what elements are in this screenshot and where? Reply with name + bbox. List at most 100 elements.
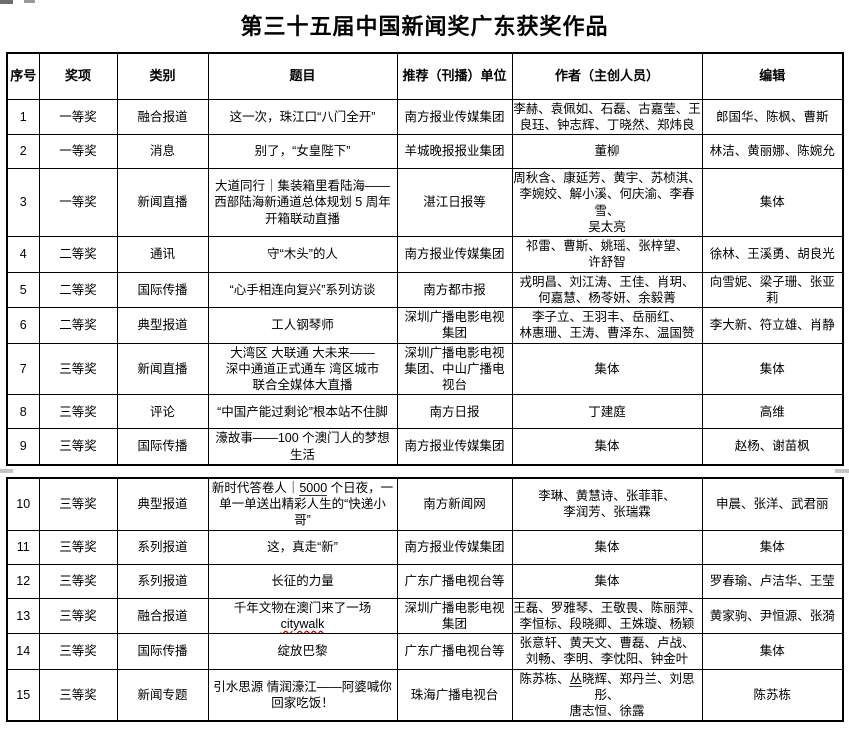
cell-category: 新闻直播 [116, 342, 209, 396]
cell-award: 三等奖 [38, 529, 118, 565]
table-row: 6 二等奖 典型报道 工人钢琴师 深圳广播电影电视 集团 李子立、王羽丰、岳丽红、 林惠珊… [6, 307, 844, 344]
cell-category: 系列报道 [116, 563, 209, 599]
cell-authors: 李琳、黄慧诗、张菲菲、 李润芳、张瑞霖 [511, 477, 703, 531]
cell-editors: 徐林、王溪勇、胡良光 [701, 236, 844, 273]
cell-award: 三等奖 [38, 633, 118, 670]
cell-category: 消息 [116, 134, 209, 169]
cell-award: 三等奖 [38, 394, 118, 430]
cell-title: “心手相连向复兴”系列访谈 [207, 271, 398, 308]
cell-editors: 集体 [701, 342, 844, 396]
page-break-mark-right [835, 468, 849, 473]
cell-editors: 黄家驹、尹恒源、张漪 [701, 597, 844, 634]
cell-title: 长征的力量 [207, 563, 398, 599]
page-break-mark-left [0, 468, 13, 473]
underline-marked-text: 5000 [299, 480, 328, 496]
cell-award: 三等奖 [38, 597, 118, 634]
cell-authors: 集体 [511, 342, 703, 396]
cell-authors: 王磊、罗雅琴、王敬畏、陈丽萍、 李恒标、段晓卿、王姝璇、杨颖 [511, 597, 703, 634]
cell-editors: 林洁、黄丽娜、陈婉允 [701, 134, 844, 169]
cell-title: 千年文物在澳门来了一场 citywalk [207, 597, 398, 634]
spell-marked-text: citywalk [280, 616, 325, 631]
cell-category: 融合报道 [116, 597, 209, 634]
header-cell-unit: 推荐（刊播）单位 [396, 52, 513, 100]
cell-editors: 集体 [701, 529, 844, 565]
cell-title: 工人钢琴师 [207, 307, 398, 344]
cell-award: 三等奖 [38, 668, 118, 722]
page-title: 第三十五届中国新闻奖广东获奖作品 [240, 14, 609, 39]
cell-title: 绽放巴黎 [207, 633, 398, 670]
cell-award: 一等奖 [38, 168, 118, 237]
cell-no: 7 [6, 342, 40, 396]
cell-unit: 珠海广播电视台 [396, 668, 513, 722]
cell-authors: 集体 [511, 529, 703, 565]
header-cell-no: 序号 [6, 52, 40, 100]
cell-no: 6 [6, 307, 40, 344]
cell-award: 二等奖 [38, 271, 118, 308]
cell-authors: 集体 [511, 428, 703, 466]
cell-category: 新闻专题 [116, 668, 209, 722]
header-cell-editors: 编辑 [701, 52, 844, 100]
header-cell-category: 类别 [116, 52, 209, 100]
cell-no: 5 [6, 271, 40, 308]
cell-award: 三等奖 [38, 477, 118, 531]
cell-authors: 董柳 [511, 134, 703, 169]
cell-editors: 向雪妮、梁子珊、张亚莉 [701, 271, 844, 308]
cell-category: 典型报道 [116, 477, 209, 531]
cell-category: 系列报道 [116, 529, 209, 565]
table-header: 序号 奖项 类别 题目 推荐（刊播）单位 作者（主创人员） 编辑 [6, 52, 844, 100]
cell-title: 守“木头”的人 [207, 236, 398, 273]
cell-title: “中国产能过剩论”根本站不住脚 [207, 394, 398, 430]
cell-unit: 广东广播电视台等 [396, 563, 513, 599]
cell-authors: 张意轩、黄天文、曹磊、卢战、 刘畅、李明、李忱阳、钟金叶 [511, 633, 703, 670]
cell-unit: 羊城晚报报业集团 [396, 134, 513, 169]
cell-title: 这，真走“新” [207, 529, 398, 565]
cell-authors: 祁雷、曹斯、姚瑶、张梓望、 许舒智 [511, 236, 703, 273]
table-row: 11 三等奖 系列报道 这，真走“新” 南方报业传媒集团 集体 集体 [6, 529, 844, 565]
cell-authors: 戎明昌、刘江涛、王佳、肖玥、 何嘉慧、杨苓妍、余毅菁 [511, 271, 703, 308]
cell-unit: 深圳广播电影电视 集团 [396, 597, 513, 634]
cell-category: 新闻直播 [116, 168, 209, 237]
cell-unit: 南方报业传媒集团 [396, 529, 513, 565]
cell-no: 3 [6, 168, 40, 237]
cell-no: 10 [6, 477, 40, 531]
cell-unit: 深圳广播电影电视 集团、中山广播电 视台 [396, 342, 513, 396]
table-row: 15 三等奖 新闻专题 引水思源 情润濠江——阿婆喊你 回家吃饭！ 珠海广播电视台 陈苏栋… [6, 668, 844, 722]
cell-unit: 南方日报 [396, 394, 513, 430]
cell-category: 典型报道 [116, 307, 209, 344]
table-row: 14 三等奖 国际传播 绽放巴黎 广东广播电视台等 张意轩、黄天文、曹磊、卢战、 刘畅、李… [6, 633, 844, 670]
cell-authors: 陈苏栋、丛晓辉、郑丹兰、刘思彤、 唐志恒、徐露 [511, 668, 703, 722]
cell-unit: 南方新闻网 [396, 477, 513, 531]
cell-editors: 李大新、符立雄、肖静 [701, 307, 844, 344]
cell-no: 2 [6, 134, 40, 169]
window-artifact-1 [0, 0, 13, 4]
cell-unit: 南方报业传媒集团 [396, 98, 513, 135]
cell-no: 14 [6, 633, 40, 670]
table-row: 7 三等奖 新闻直播 大湾区 大联通 大未来—— 深中通道正式通车 湾区城市 联合全媒… [6, 342, 844, 396]
cell-title: 濠故事——100 个澳门人的梦想 生活 [207, 428, 398, 466]
text-segment: 晓辉、郑丹兰、刘思彤、 唐志恒、徐露 [569, 671, 695, 719]
cell-no: 11 [6, 529, 40, 565]
cell-title: 别了，“女皇陛下” [207, 134, 398, 169]
cell-unit: 深圳广播电影电视 集团 [396, 307, 513, 344]
table-row: 10 三等奖 典型报道 新时代答卷人｜5000 个日夜，一 单一单送出精彩人生的“快递… [6, 477, 844, 531]
cell-award: 三等奖 [38, 563, 118, 599]
cell-authors: 李子立、王羽丰、岳丽红、 林惠珊、王涛、曹泽东、温国赞 [511, 307, 703, 344]
cell-no: 8 [6, 394, 40, 430]
window-artifact-2 [24, 0, 35, 3]
cell-award: 二等奖 [38, 307, 118, 344]
cell-category: 融合报道 [116, 98, 209, 135]
cell-editors: 申晨、张洋、武君丽 [701, 477, 844, 531]
table-row: 1 一等奖 融合报道 这一次，珠江口“八门全开” 南方报业传媒集团 李赫、袁佩如、石磊、古… [6, 98, 844, 135]
table-row: 8 三等奖 评论 “中国产能过剩论”根本站不住脚 南方日报 丁建庭 高维 [6, 394, 844, 430]
cell-authors: 周秋含、康延芳、黄宇、苏桢淇、 李婉姣、解小溪、何庆渝、李春雪、 吴太亮 [511, 168, 703, 237]
table-row: 12 三等奖 系列报道 长征的力量 广东广播电视台等 集体 罗春瑜、卢洁华、王莹 [6, 563, 844, 599]
cell-award: 三等奖 [38, 428, 118, 466]
awards-table-section-1: 序号 奖项 类别 题目 推荐（刊播）单位 作者（主创人员） 编辑 1 一等奖 融合报道 这一次，珠… [6, 52, 844, 466]
underline-marked-text: 丛 [569, 671, 582, 687]
table-row: 9 三等奖 国际传播 濠故事——100 个澳门人的梦想 生活 南方报业传媒集团 集体 赵杨、… [6, 428, 844, 466]
cell-editors: 陈苏栋 [701, 668, 844, 722]
text-segment: 个日夜，一 单一单送出精彩人生的“快递小 哥” [219, 480, 394, 528]
text-segment: 陈苏栋、 [519, 671, 570, 686]
page-break-gap [0, 466, 849, 477]
cell-award: 一等奖 [38, 98, 118, 135]
